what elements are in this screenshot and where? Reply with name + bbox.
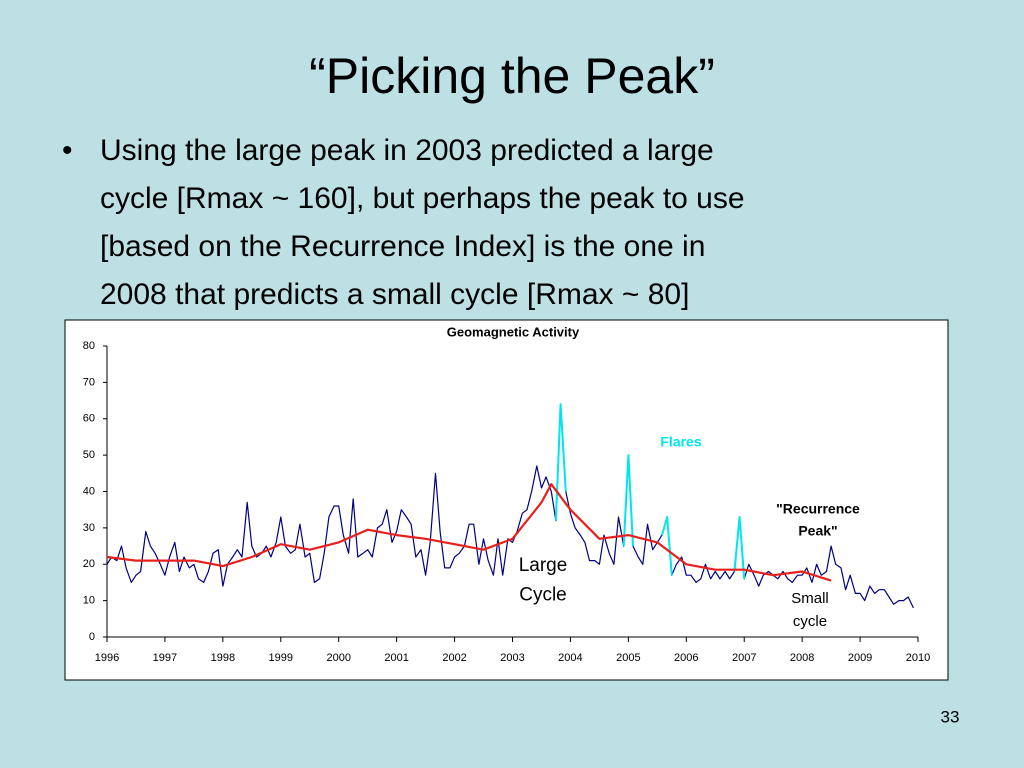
annotation: cycle: [793, 613, 827, 630]
x-tick-label: 2005: [616, 652, 640, 664]
bullet-line: 2008 that predicts a small cycle [Rmax ~…: [100, 278, 689, 311]
x-tick-label: 2002: [442, 652, 466, 664]
annotation: Cycle: [519, 584, 567, 605]
x-tick-label: 2006: [674, 652, 698, 664]
x-tick-label: 1998: [211, 652, 235, 664]
annotation: Peak": [798, 522, 837, 538]
bullet-line: cycle [Rmax ~ 160], but perhaps the peak…: [100, 182, 745, 215]
annotation: Flares: [660, 434, 701, 450]
bullet-line: [based on the Recurrence Index] is the o…: [100, 230, 705, 263]
series-line: [106, 483, 832, 582]
x-tick-label: 2008: [790, 652, 814, 664]
annotation: "Recurrence: [776, 501, 860, 517]
x-tick-label: 2007: [732, 652, 756, 664]
series-line: [554, 403, 746, 579]
y-tick-label: 20: [83, 558, 95, 570]
y-tick-label: 80: [83, 340, 95, 352]
annotation: Small: [791, 590, 829, 607]
annotation: Large: [519, 555, 568, 576]
x-tick-label: 2003: [500, 652, 524, 664]
x-tick-label: 1997: [153, 652, 177, 664]
y-tick-label: 70: [83, 376, 95, 388]
slide-title: “Picking the Peak”: [309, 48, 715, 104]
x-tick-label: 2010: [906, 652, 930, 664]
page-number: 33: [941, 707, 960, 726]
y-tick-label: 40: [83, 485, 95, 497]
x-tick-label: 2000: [326, 652, 350, 664]
x-tick-label: 2009: [848, 652, 872, 664]
y-tick-label: 30: [83, 522, 95, 534]
y-tick-label: 10: [83, 595, 95, 607]
y-tick-label: 0: [89, 631, 95, 643]
chart-frame: [64, 319, 949, 681]
bullet-line: Using the large peak in 2003 predicted a…: [100, 134, 714, 167]
x-tick-label: 1996: [95, 652, 119, 664]
x-tick-label: 1999: [269, 652, 293, 664]
y-tick-label: 50: [83, 449, 95, 461]
x-tick-label: 2001: [384, 652, 408, 664]
x-tick-label: 2004: [558, 652, 582, 664]
chart-title: Geomagnetic Activity: [447, 324, 580, 339]
y-tick-label: 60: [83, 413, 95, 425]
bullet-dot: •: [62, 134, 73, 167]
